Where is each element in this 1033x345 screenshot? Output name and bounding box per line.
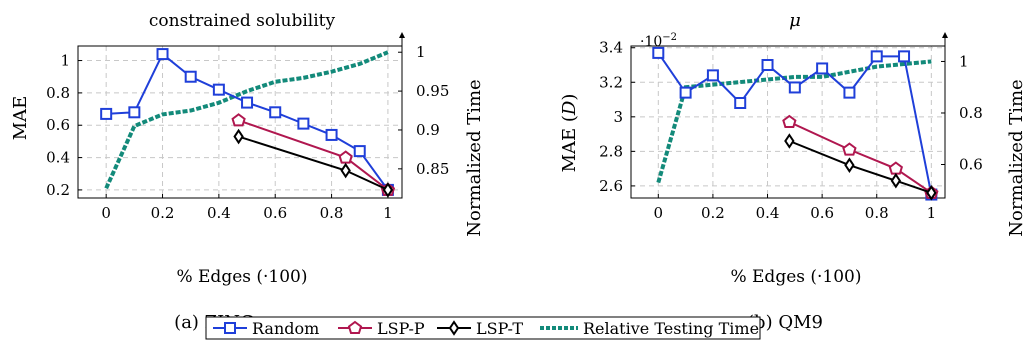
data-point-random bbox=[706, 69, 719, 82]
y2-axis-label: Normalized Time bbox=[464, 79, 485, 236]
data-point-random bbox=[269, 106, 282, 119]
y2-axis-arrow bbox=[399, 32, 405, 38]
legend-frame bbox=[205, 316, 761, 340]
data-point-random bbox=[898, 50, 911, 63]
legend-marker-lspt bbox=[448, 320, 460, 336]
legend-label-time: Relative Testing Time bbox=[583, 319, 759, 338]
data-point-random bbox=[734, 97, 747, 109]
panel-caption: (b) QM9 bbox=[747, 312, 823, 333]
x-tick-label: 0.8 bbox=[320, 204, 344, 222]
y2-tick-label: 0.9 bbox=[416, 121, 440, 139]
data-point-lsp-p bbox=[782, 114, 797, 128]
x-tick-label: 0.6 bbox=[810, 204, 834, 222]
data-point-lsp-p bbox=[231, 113, 246, 127]
data-point-random bbox=[325, 128, 338, 141]
x-tick-label: 0.6 bbox=[263, 204, 287, 222]
y-tick-label: 3.2 bbox=[599, 73, 623, 91]
legend-label-lspp: LSP-P bbox=[377, 319, 425, 338]
x-tick-label: 0.2 bbox=[701, 204, 725, 222]
legend-item-random: Random bbox=[213, 319, 319, 338]
legend-marker-lspp bbox=[347, 320, 363, 334]
data-point-random bbox=[100, 107, 113, 120]
legend: Random LSP-P LSP-T Relative Testing Time bbox=[205, 316, 761, 340]
legend-label-random: Random bbox=[252, 319, 319, 338]
x-tick-label: 1 bbox=[927, 204, 937, 222]
chart-title: μ bbox=[789, 10, 801, 31]
x-tick-label: 0.8 bbox=[865, 204, 889, 222]
y2-tick-label: 0.95 bbox=[416, 82, 449, 100]
y-tick-label: 0.2 bbox=[46, 181, 70, 199]
data-point-lsp-t bbox=[926, 185, 937, 201]
x-tick-label: 0 bbox=[101, 204, 111, 222]
data-point-lsp-t bbox=[340, 162, 351, 179]
y2-tick-label: 0.85 bbox=[416, 160, 449, 178]
series-line-lspt bbox=[238, 135, 389, 191]
series-line-lspp bbox=[788, 121, 932, 194]
data-point-lsp-t bbox=[890, 172, 902, 189]
y-tick-label: 0.6 bbox=[46, 116, 70, 134]
legend-item-lspp: LSP-P bbox=[338, 319, 425, 338]
data-point-random bbox=[788, 81, 801, 94]
data-point-random bbox=[156, 48, 169, 61]
y2-tick-label: 0.6 bbox=[959, 156, 983, 174]
y-axis-label: MAE (D) bbox=[559, 94, 580, 173]
data-point-lsp-t bbox=[382, 182, 394, 198]
x-tick-label: 1 bbox=[383, 204, 393, 222]
plot-frame bbox=[77, 45, 403, 199]
data-point-random bbox=[761, 59, 774, 71]
data-point-random bbox=[212, 83, 225, 96]
y2-tick-label: 1 bbox=[959, 52, 969, 70]
y2-axis-arrow bbox=[942, 32, 948, 38]
x-tick-label: 0.2 bbox=[151, 204, 175, 222]
x-tick-label: 0.4 bbox=[756, 204, 780, 222]
x-tick-label: 0 bbox=[654, 204, 664, 222]
y-tick-label: 3 bbox=[613, 108, 623, 126]
data-point-random bbox=[241, 96, 254, 109]
chart-title: constrained solubility bbox=[149, 11, 336, 31]
y-tick-label: 3.4 bbox=[599, 39, 623, 57]
legend-marker-random bbox=[224, 322, 236, 334]
data-point-random bbox=[353, 145, 366, 158]
data-point-random bbox=[843, 86, 856, 99]
panel-qm9: μ MAE (D) Normalized Time % Edges (·100)… bbox=[559, 10, 1027, 333]
y-tick-label: 0.4 bbox=[46, 149, 70, 167]
data-point-lsp-t bbox=[233, 128, 244, 145]
data-point-lsp-p bbox=[888, 161, 904, 175]
series-line-lspt bbox=[788, 140, 932, 194]
series-line-relative-testing-time bbox=[104, 50, 389, 190]
panel-zinc: constrained solubility MAE Normalized Ti… bbox=[10, 11, 485, 333]
y2-axis-label: Normalized Time bbox=[1006, 79, 1027, 236]
y-axis-label: MAE bbox=[10, 96, 31, 141]
data-point-lsp-p bbox=[338, 150, 353, 164]
data-point-random bbox=[679, 86, 692, 99]
x-axis-label: % Edges (·100) bbox=[730, 267, 861, 287]
data-point-random bbox=[297, 117, 310, 130]
y2-tick-label: 1 bbox=[416, 43, 426, 61]
data-point-lsp-p bbox=[842, 142, 857, 156]
data-point-random bbox=[652, 46, 665, 59]
data-point-random bbox=[184, 70, 197, 83]
plot-frame bbox=[630, 45, 946, 199]
data-point-random bbox=[128, 106, 141, 119]
y-tick-label: 2.6 bbox=[599, 177, 623, 195]
legend-item-lspt: LSP-T bbox=[437, 319, 523, 338]
legend-item-time: Relative Testing Time bbox=[540, 319, 759, 338]
data-point-random bbox=[870, 50, 883, 63]
x-tick-label: 0.4 bbox=[207, 204, 231, 222]
x-axis-label: % Edges (·100) bbox=[176, 267, 307, 287]
data-point-lsp-t bbox=[784, 133, 795, 149]
y-tick-label: 1 bbox=[60, 52, 70, 70]
y-tick-label: 0.8 bbox=[46, 84, 70, 102]
data-point-lsp-t bbox=[844, 157, 855, 173]
data-point-random bbox=[816, 62, 829, 75]
y-tick-label: 2.8 bbox=[599, 142, 623, 160]
legend-label-lspt: LSP-T bbox=[476, 319, 523, 338]
y2-tick-label: 0.8 bbox=[959, 104, 983, 122]
